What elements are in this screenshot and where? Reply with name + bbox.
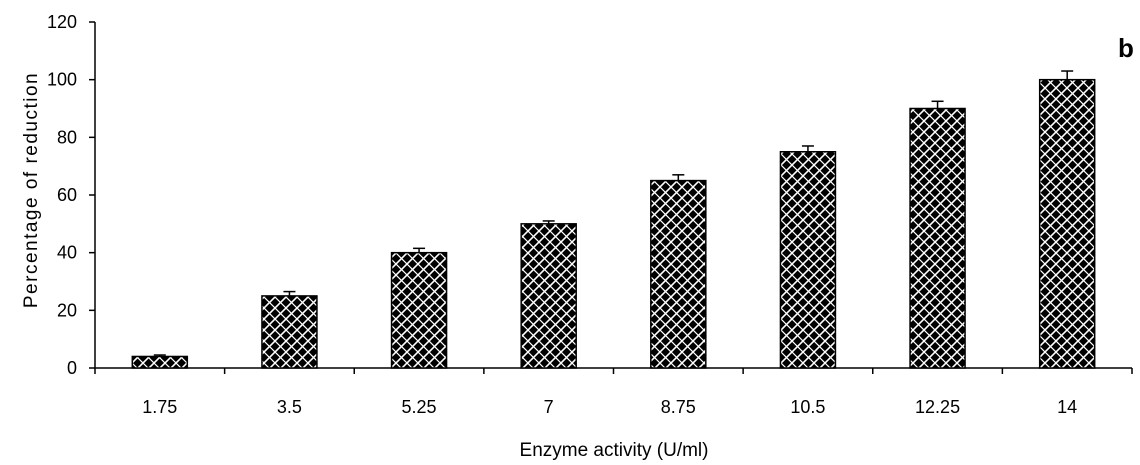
y-tick-label: 120 (47, 12, 77, 32)
panel-label: b (1118, 33, 1134, 63)
error-bar (413, 247, 426, 253)
bars (131, 78, 1096, 369)
y-tick-label: 60 (57, 185, 77, 205)
bar (779, 151, 837, 369)
error-bar (542, 220, 555, 224)
bar (390, 251, 448, 369)
y-tick-label: 100 (47, 70, 77, 90)
x-axis-title: Enzyme activity (U/ml) (520, 440, 709, 461)
error-bar (283, 290, 296, 296)
x-tick-label: 5.25 (402, 397, 437, 417)
bar (650, 179, 707, 369)
x-tick-label: 8.75 (661, 397, 696, 417)
y-axis: 0 20 40 60 80 100 120 (47, 12, 96, 378)
error-bar (153, 354, 166, 357)
x-tick-label: 12.25 (915, 397, 960, 417)
y-tick-label: 0 (67, 358, 77, 378)
y-tick-label: 80 (57, 127, 77, 147)
y-axis-title: Percentage of reduction (21, 72, 42, 308)
x-tick-label: 7 (544, 397, 554, 417)
x-tick-label: 10.5 (790, 397, 825, 417)
y-tick-label: 40 (57, 243, 77, 263)
error-bar (931, 100, 944, 109)
x-tick-label: 1.75 (142, 397, 177, 417)
x-tick-label: 14 (1057, 397, 1077, 417)
error-bar (801, 145, 814, 152)
x-axis: 1.75 3.5 5.25 7 8.75 10.5 12.25 14 (94, 367, 1133, 417)
bar (131, 355, 189, 369)
bar (261, 295, 318, 369)
bar (909, 107, 966, 369)
error-bars (153, 70, 1074, 357)
error-bar (1061, 70, 1074, 80)
bar (520, 223, 577, 369)
bar (1038, 78, 1096, 369)
y-tick-label: 20 (57, 300, 77, 320)
error-bar (672, 174, 685, 181)
x-tick-label: 3.5 (277, 397, 302, 417)
